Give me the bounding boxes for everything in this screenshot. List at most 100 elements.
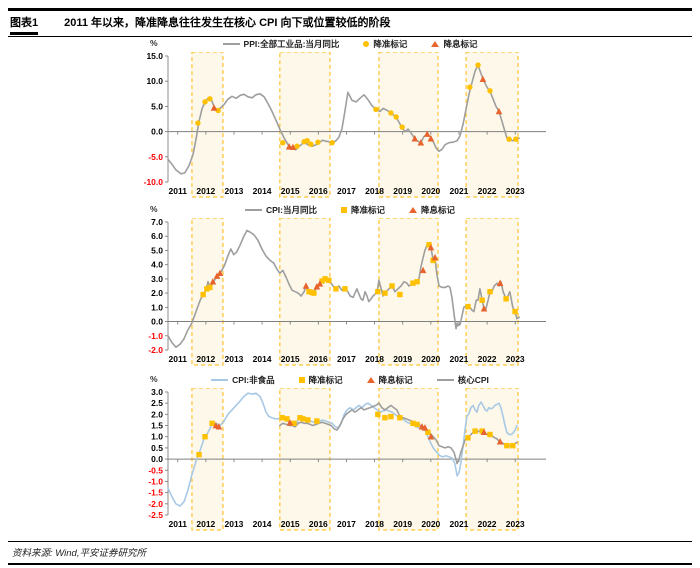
svg-text:2023: 2023 xyxy=(506,519,525,529)
triangle-marker-icon xyxy=(366,377,375,383)
figure-number-label: 图表1 xyxy=(10,14,38,32)
svg-text:2020: 2020 xyxy=(421,354,440,364)
core-cpi-chart-block: % CPI:非食品 降准标记 降息标记 核心CPI 3.0 2.5 2.0 1.5 1.… xyxy=(138,374,562,531)
svg-text:2023: 2023 xyxy=(506,186,525,196)
svg-text:2012: 2012 xyxy=(196,354,215,364)
svg-text:2016: 2016 xyxy=(309,354,328,364)
svg-text:4.0: 4.0 xyxy=(151,260,163,270)
ppi-line-chart: 15.0 10.0 5.0 0.0 -5.0 -10.0 2011 2012 2013 2014 2… xyxy=(144,52,546,198)
svg-text:3.0: 3.0 xyxy=(151,388,163,397)
svg-text:2020: 2020 xyxy=(421,186,440,196)
svg-text:2011: 2011 xyxy=(168,354,187,364)
svg-text:2.0: 2.0 xyxy=(151,288,163,298)
svg-text:2012: 2012 xyxy=(196,186,215,196)
svg-text:5.0: 5.0 xyxy=(151,101,163,111)
svg-text:2016: 2016 xyxy=(309,519,328,529)
legend-item-rrr-cut: 降准标记 xyxy=(340,204,385,216)
triangle-marker-icon xyxy=(409,207,417,213)
svg-text:2019: 2019 xyxy=(393,186,412,196)
svg-text:0.0: 0.0 xyxy=(151,317,163,327)
y-axis-unit-label: % xyxy=(150,374,158,384)
svg-text:-2.5: -2.5 xyxy=(148,510,163,520)
line-swatch-icon xyxy=(244,209,262,211)
source-note: 资料来源: Wind,平安证券研究所 xyxy=(8,541,692,565)
svg-text:10.0: 10.0 xyxy=(146,76,163,86)
svg-text:2018: 2018 xyxy=(365,354,384,364)
legend-item-cpi-nonfood: CPI:非食品 xyxy=(211,374,275,386)
cpi-line-chart: 7.0 6.0 5.0 4.0 3.0 2.0 1.0 0.0 -1.0 -2.0 2011 2012… xyxy=(148,218,546,366)
svg-text:-2.0: -2.0 xyxy=(148,499,163,509)
ppi-chart-block: % PPI:全部工业品:当月同比 降准标记 降息标记 15.0 10.0 5.0 0.… xyxy=(138,38,562,198)
svg-text:2019: 2019 xyxy=(393,354,412,364)
svg-text:2020: 2020 xyxy=(421,519,440,529)
svg-text:1.0: 1.0 xyxy=(151,302,163,312)
triangle-marker-icon xyxy=(431,41,440,47)
figure-title: 2011 年以来，降准降息往往发生在核心 CPI 向下或位置较低的阶段 xyxy=(64,17,391,29)
circle-marker-icon xyxy=(363,41,370,47)
svg-text:3.0: 3.0 xyxy=(151,274,163,284)
svg-text:2018: 2018 xyxy=(365,519,384,529)
core-cpi-line-chart: 3.02.52.0 1.51.00.50.0-0.5-1.0 -1.5-2.0-2.… xyxy=(148,388,546,531)
svg-text:2011: 2011 xyxy=(168,186,187,196)
legend-item-rrr-cut: 降准标记 xyxy=(298,374,343,386)
cpi-chart-block: % CPI:当月同比 降准标记 降息标记 7.0 6.0 5.0 4.0 3.0 2.0 1… xyxy=(138,204,562,366)
svg-text:0.5: 0.5 xyxy=(151,443,163,453)
svg-text:2022: 2022 xyxy=(478,519,497,529)
svg-text:2.5: 2.5 xyxy=(151,398,163,408)
svg-text:-0.5: -0.5 xyxy=(148,465,163,475)
svg-text:2014: 2014 xyxy=(253,186,272,196)
svg-text:-5.0: -5.0 xyxy=(148,152,163,162)
svg-text:1.5: 1.5 xyxy=(151,421,163,431)
svg-text:2015: 2015 xyxy=(281,519,300,529)
ppi-chart-legend: PPI:全部工业品:当月同比 降准标记 降息标记 xyxy=(138,38,562,50)
y-axis-unit-label: % xyxy=(150,38,158,48)
svg-text:2015: 2015 xyxy=(281,354,300,364)
legend-item-ppi: PPI:全部工业品:当月同比 xyxy=(222,38,339,50)
line-swatch-icon xyxy=(211,379,229,381)
svg-text:6.0: 6.0 xyxy=(151,231,163,241)
svg-text:5.0: 5.0 xyxy=(151,245,163,255)
svg-text:-10.0: -10.0 xyxy=(144,177,164,187)
svg-text:2014: 2014 xyxy=(253,519,272,529)
core-cpi-chart-legend: CPI:非食品 降准标记 降息标记 核心CPI xyxy=(138,374,562,386)
svg-text:15.0: 15.0 xyxy=(146,52,163,61)
cpi-chart-legend: CPI:当月同比 降准标记 降息标记 xyxy=(138,204,562,216)
legend-item-rate-cut: 降息标记 xyxy=(409,204,455,216)
svg-text:2012: 2012 xyxy=(196,519,215,529)
svg-text:2019: 2019 xyxy=(393,519,412,529)
line-swatch-icon xyxy=(436,379,454,381)
svg-text:2013: 2013 xyxy=(225,186,244,196)
svg-text:2021: 2021 xyxy=(450,354,469,364)
svg-text:2021: 2021 xyxy=(450,519,469,529)
legend-item-cpi: CPI:当月同比 xyxy=(244,204,317,216)
svg-text:2017: 2017 xyxy=(337,519,356,529)
svg-text:2.0: 2.0 xyxy=(151,409,163,419)
legend-item-core-cpi: 核心CPI xyxy=(436,374,489,386)
legend-item-rrr-cut: 降准标记 xyxy=(363,38,407,50)
svg-text:1.0: 1.0 xyxy=(151,432,163,442)
square-marker-icon xyxy=(298,377,305,383)
svg-text:2014: 2014 xyxy=(253,354,272,364)
svg-text:-1.0: -1.0 xyxy=(148,476,163,486)
svg-text:2021: 2021 xyxy=(450,186,469,196)
square-marker-icon xyxy=(340,207,347,213)
svg-text:7.0: 7.0 xyxy=(151,218,163,227)
svg-text:2017: 2017 xyxy=(337,186,356,196)
svg-text:-2.0: -2.0 xyxy=(148,345,163,355)
svg-text:0.0: 0.0 xyxy=(151,127,163,137)
legend-item-rate-cut: 降息标记 xyxy=(366,374,413,386)
svg-text:2023: 2023 xyxy=(506,354,525,364)
svg-text:0.0: 0.0 xyxy=(151,454,163,464)
legend-item-rate-cut: 降息标记 xyxy=(431,38,477,50)
svg-text:-1.0: -1.0 xyxy=(148,331,163,341)
svg-text:2022: 2022 xyxy=(478,186,497,196)
svg-text:2016: 2016 xyxy=(309,186,328,196)
svg-text:2022: 2022 xyxy=(478,354,497,364)
svg-text:2013: 2013 xyxy=(225,519,244,529)
line-swatch-icon xyxy=(222,43,240,45)
svg-text:2015: 2015 xyxy=(281,186,300,196)
svg-text:2011: 2011 xyxy=(168,519,187,529)
figure-title-bar: 图表1 2011 年以来，降准降息往往发生在核心 CPI 向下或位置较低的阶段 xyxy=(8,8,692,37)
svg-text:2018: 2018 xyxy=(365,186,384,196)
y-axis-unit-label: % xyxy=(150,204,158,214)
